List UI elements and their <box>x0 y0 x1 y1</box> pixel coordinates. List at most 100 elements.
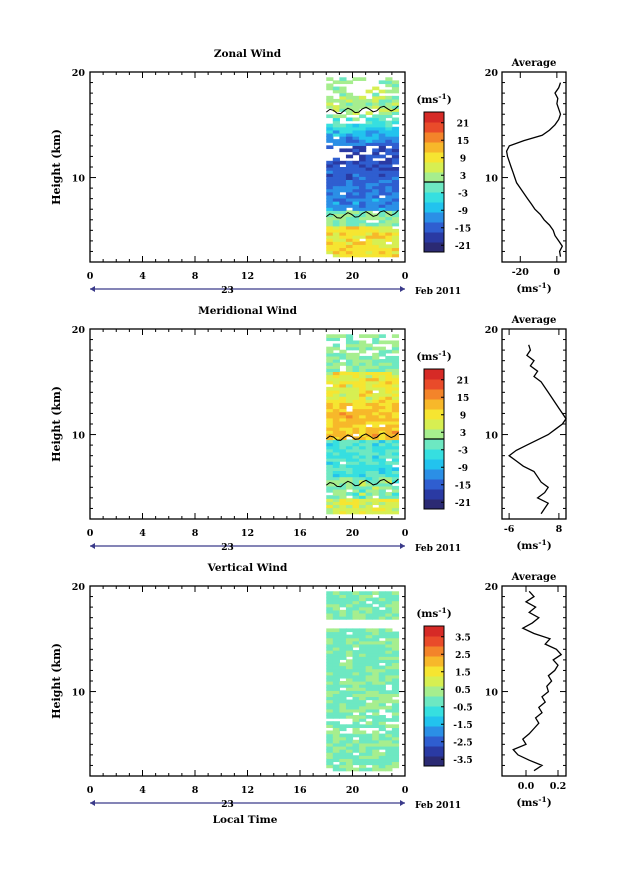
heatmap-cell <box>365 399 373 403</box>
heatmap-cell <box>352 105 360 109</box>
heatmap-cell <box>365 359 373 363</box>
heatmap-cell <box>345 225 354 230</box>
heatmap-cell <box>385 650 393 654</box>
heatmap-cell <box>345 108 354 112</box>
heatmap-cell <box>372 699 380 704</box>
heatmap-cell <box>391 591 400 595</box>
colorbar-swatch <box>424 646 444 657</box>
heatmap-cell <box>372 142 380 146</box>
heatmap-cell <box>359 637 367 642</box>
heatmap-cell <box>378 702 386 707</box>
heatmap-cell <box>372 393 380 397</box>
heatmap-cell <box>345 724 354 728</box>
heatmap-cell <box>372 414 380 419</box>
heatmap-cell <box>385 442 393 447</box>
heatmap-cell <box>378 650 386 654</box>
colorbar-tick-label: 1.5 <box>455 668 471 678</box>
heatmap-cell <box>378 98 386 103</box>
heatmap-cell <box>332 173 340 177</box>
heatmap-cell <box>385 665 393 670</box>
heatmap-cell <box>385 600 393 605</box>
heatmap-cell <box>332 631 340 636</box>
heatmap-cell <box>372 439 380 444</box>
heatmap-cell <box>378 377 386 382</box>
heatmap-cell <box>352 603 360 608</box>
heatmap-cell <box>365 241 373 245</box>
heatmap-cell <box>372 396 380 400</box>
heatmap-cell <box>326 501 334 506</box>
colorbar-swatch <box>424 409 444 420</box>
heatmap-cell <box>339 711 347 716</box>
heatmap-cell <box>359 755 367 759</box>
heatmap-cell <box>372 653 380 657</box>
heatmap-cell <box>332 191 340 196</box>
heatmap-cell <box>378 671 386 676</box>
heatmap-cell <box>326 185 334 190</box>
heatmap-cell <box>365 442 373 447</box>
heatmap-cell <box>385 386 393 391</box>
heatmap-cell <box>365 111 373 115</box>
heatmap-cell <box>391 677 400 682</box>
colorbar-swatch <box>424 676 444 687</box>
heatmap-cell <box>359 139 367 143</box>
heatmap-cell <box>352 207 360 211</box>
heatmap-cell <box>385 201 393 205</box>
heatmap-cell <box>365 681 373 685</box>
heatmap-cell <box>378 674 386 679</box>
heatmap-cell <box>326 439 334 444</box>
heatmap-cell <box>378 609 386 614</box>
heatmap-cell <box>372 176 380 180</box>
heatmap-cell <box>345 650 354 654</box>
heatmap-cell <box>378 250 386 255</box>
heatmap-cell <box>345 470 354 475</box>
heatmap-cell <box>332 355 340 360</box>
heatmap-cell <box>359 606 367 611</box>
heatmap-cell <box>332 142 340 146</box>
heatmap-cell <box>326 244 334 249</box>
heatmap-cell <box>372 612 380 617</box>
heatmap-cells <box>326 334 400 515</box>
heatmap-cell <box>326 102 334 106</box>
heatmap-cell <box>372 86 380 91</box>
heatmap-cell <box>339 628 347 633</box>
heatmap-cell <box>385 597 393 602</box>
heatmap-cell <box>339 643 347 648</box>
heatmap-cell <box>339 238 347 242</box>
heatmap-cell <box>339 600 347 605</box>
heatmap-cell <box>345 117 354 122</box>
heatmap-cell <box>339 470 347 475</box>
heatmap-cell <box>385 194 393 199</box>
x-tick-label: 8 <box>192 785 199 796</box>
heatmap-cell <box>385 349 393 354</box>
profile-y-tick-label: 10 <box>485 174 499 185</box>
heatmap-cell <box>326 724 334 728</box>
heatmap-cell <box>372 470 380 475</box>
heatmap-cell <box>391 461 400 465</box>
heatmap-cell <box>359 715 367 719</box>
heatmap-cell <box>326 346 334 351</box>
heatmap-cell <box>352 420 360 425</box>
heatmap-cell <box>359 659 367 664</box>
heatmap-cell <box>385 653 393 657</box>
heatmap-cell <box>352 111 360 115</box>
heatmap-cell <box>359 197 367 202</box>
heatmap-cell <box>359 213 367 218</box>
heatmap-cell <box>372 616 380 620</box>
heatmap-cell <box>352 340 360 345</box>
heatmap-cell <box>339 674 347 679</box>
heatmap-cell <box>378 219 386 224</box>
heatmap-cell <box>385 668 393 673</box>
heatmap-cell <box>365 501 373 506</box>
heatmap-cell <box>332 767 340 772</box>
heatmap-cell <box>352 102 360 106</box>
heatmap-cell <box>372 238 380 242</box>
heatmap-cell <box>339 355 347 360</box>
heatmap-cell <box>365 445 373 450</box>
heatmap-cell <box>345 129 354 134</box>
heatmap-cell <box>332 711 340 716</box>
heatmap-cell <box>345 424 354 428</box>
heatmap-cell <box>391 458 400 462</box>
heatmap-cell <box>352 597 360 602</box>
heatmap-cell <box>391 207 400 211</box>
heatmap-cell <box>332 386 340 391</box>
